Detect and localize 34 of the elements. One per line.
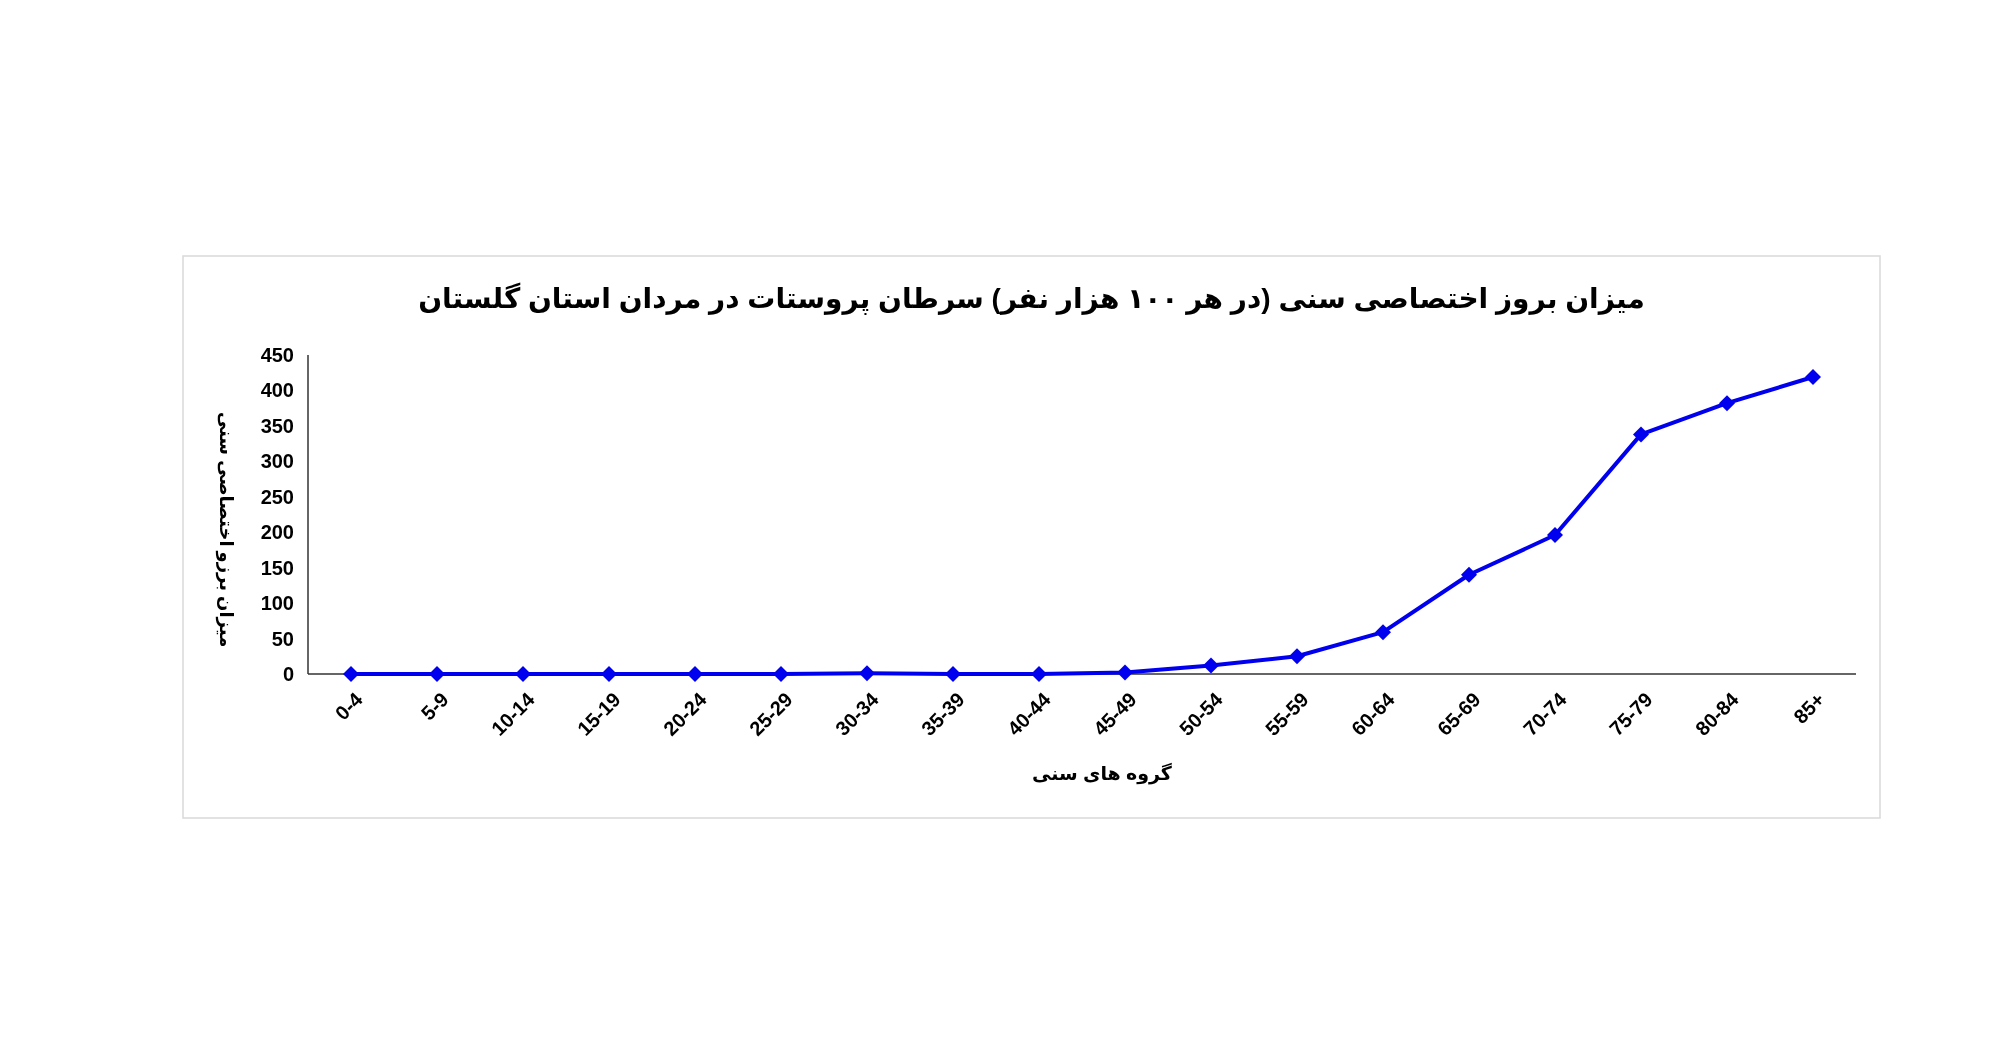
- point: [1461, 566, 1477, 583]
- chart-title: میزان بروز اختصاصی سنی (در هر ۱۰۰ هزار نفر) سرطان پروستات در مردان استان گلستان: [418, 282, 1645, 315]
- x-tick-label: 5-9: [416, 688, 453, 725]
- point: [687, 666, 703, 682]
- y-tick-label: 350: [260, 414, 294, 437]
- point: [1547, 527, 1563, 544]
- point: [343, 666, 359, 682]
- point: [601, 666, 617, 682]
- x-axis-title: گروه های سنی: [1032, 762, 1173, 785]
- x-tick-label: 0-4: [330, 687, 368, 725]
- y-tick-label: 300: [260, 450, 294, 473]
- y-tick-label: 100: [260, 592, 294, 615]
- point: [429, 666, 445, 682]
- point: [1375, 624, 1391, 641]
- point: [1203, 657, 1219, 674]
- point: [1805, 368, 1821, 385]
- y-tick-label: 200: [260, 521, 294, 544]
- y-tick-label: 150: [260, 556, 294, 579]
- x-tick-label: 85+: [1789, 688, 1829, 728]
- point: [859, 665, 875, 682]
- point: [1719, 395, 1735, 412]
- y-tick-label: 450: [260, 344, 294, 366]
- point: [1117, 664, 1133, 681]
- y-tick-label: 0: [282, 663, 294, 685]
- y-axis-title: میزان برزو اختصاصی سنی: [215, 411, 236, 648]
- y-tick-label: 250: [260, 485, 294, 508]
- point: [945, 666, 961, 682]
- point: [1289, 648, 1305, 665]
- point: [773, 666, 789, 682]
- point: [515, 666, 531, 682]
- point: [1031, 666, 1047, 682]
- y-tick-label: 50: [271, 627, 294, 650]
- y-tick-label: 400: [260, 379, 294, 402]
- point: [1633, 426, 1649, 443]
